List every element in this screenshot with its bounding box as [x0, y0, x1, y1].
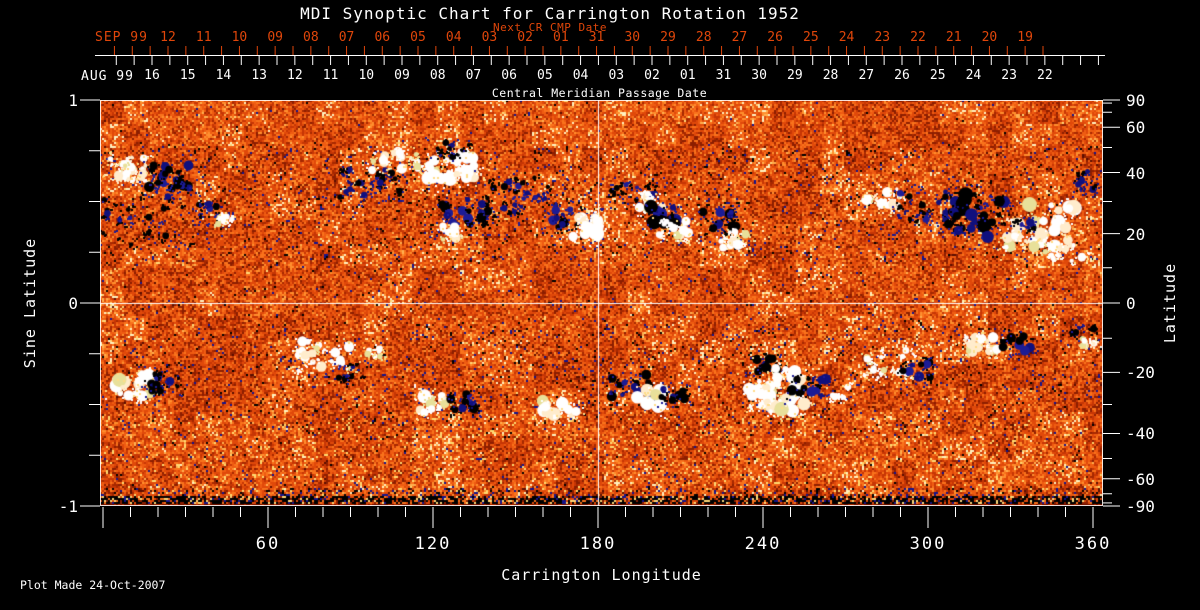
sine-latitude-axis-title: Sine Latitude — [21, 237, 39, 369]
cmp-date-label: 08 — [429, 68, 446, 83]
longitude-tick-label: 180 — [579, 534, 617, 554]
cmp-date-label: 01 — [679, 68, 696, 83]
sine-tick-label: 1 — [68, 91, 78, 110]
cmp-date-label: 23 — [1001, 68, 1017, 83]
cmp-date-label: 09 — [394, 68, 410, 83]
next-cr-date-label: 05 — [410, 30, 426, 45]
cmp-date-label: 07 — [465, 68, 482, 83]
cmp-date-label: 22 — [1037, 68, 1053, 83]
next-cr-date-label: 12 — [160, 30, 176, 45]
longitude-tick-label: 240 — [744, 534, 782, 554]
cmp-date-label: 26 — [894, 68, 910, 83]
sine-tick-label: 0 — [68, 294, 78, 313]
latitude-tick-label: -90 — [1126, 497, 1155, 516]
cmp-date-label: 30 — [751, 68, 767, 83]
cmp-date-label: 28 — [822, 68, 839, 83]
plot-made-date: Plot Made 24-Oct-2007 — [20, 578, 166, 592]
latitude-tick-label: 20 — [1126, 224, 1146, 244]
next-cr-date-label: 24 — [838, 30, 855, 45]
latitude-tick-label: 60 — [1126, 118, 1146, 138]
next-cr-date-label: 02 — [517, 30, 533, 45]
next-cr-date-label: 09 — [267, 30, 283, 45]
chart-title: MDI Synoptic Chart for Carrington Rotati… — [300, 4, 800, 23]
next-cr-date-label: 11 — [195, 30, 212, 45]
next-cr-date-label: 07 — [338, 30, 355, 45]
latitude-tick-label: 90 — [1126, 91, 1146, 110]
cmp-date-label: 03 — [608, 68, 625, 83]
latitude-tick-label: 40 — [1126, 163, 1146, 183]
cmp-date-label: 25 — [929, 68, 946, 83]
next-cr-date-label: 21 — [945, 30, 962, 45]
cmp-date-label: 29 — [787, 68, 803, 83]
cmp-axis-title: Central Meridian Passage Date — [491, 86, 708, 100]
cmp-date-label: 10 — [358, 68, 375, 83]
next-cr-date-label: 28 — [695, 30, 712, 45]
cmp-date-label: 24 — [965, 68, 982, 83]
synoptic-magnetogram-image — [100, 100, 1103, 506]
cmp-date-label: 11 — [322, 68, 339, 83]
next-cr-date-label: 25 — [803, 30, 819, 45]
next-cr-axis-title: Next CR CMP Date — [493, 21, 607, 34]
longitude-tick-label: 300 — [909, 534, 947, 554]
next-cr-date-label: 23 — [874, 30, 891, 45]
next-cr-date-label: 31 — [588, 30, 605, 45]
next-cr-date-label: 10 — [231, 30, 248, 45]
next-cr-date-label: 03 — [481, 30, 498, 45]
latitude-tick-label: -20 — [1126, 363, 1155, 383]
sine-tick-label: -1 — [58, 497, 78, 516]
cmp-date-label: 15 — [179, 68, 196, 83]
next-cr-date-label: 06 — [374, 30, 391, 45]
cmp-date-label: 06 — [501, 68, 517, 83]
next-cr-date-label: 26 — [767, 30, 783, 45]
longitude-tick-label: 60 — [255, 534, 281, 554]
cmp-date-label: 05 — [537, 68, 553, 83]
next-cr-date-label: 29 — [660, 30, 676, 45]
next-cr-date-label: 20 — [981, 30, 998, 45]
cmp-date-label: 13 — [251, 68, 267, 83]
cmp-date-label: 02 — [644, 68, 660, 83]
latitude-axis-title: Latitude — [1161, 262, 1179, 344]
latitude-tick-label: 0 — [1126, 294, 1136, 313]
cmp-date-label: 16 — [144, 68, 160, 83]
carrington-longitude-axis-title: Carrington Longitude — [501, 566, 702, 584]
latitude-tick-label: -60 — [1126, 469, 1155, 489]
next-cr-date-label: 01 — [553, 30, 569, 45]
next-cr-date-label: 30 — [624, 30, 641, 45]
next-cr-date-label: 19 — [1017, 30, 1033, 45]
cmp-date-label: 12 — [287, 68, 303, 83]
next-cr-date-label: 04 — [445, 30, 462, 45]
next-cr-month-label: SEP 99 — [95, 30, 148, 45]
longitude-tick-label: 360 — [1074, 534, 1112, 554]
cmp-date-label: 27 — [858, 68, 875, 83]
next-cr-date-label: 27 — [731, 30, 748, 45]
cmp-month-label: AUG 99 — [81, 69, 134, 84]
longitude-tick-label: 120 — [414, 534, 452, 554]
next-cr-date-label: 08 — [303, 30, 319, 45]
cmp-date-label: 04 — [572, 68, 589, 83]
latitude-tick-label: -40 — [1126, 424, 1155, 444]
cmp-date-label: 31 — [715, 68, 732, 83]
next-cr-date-label: 22 — [910, 30, 926, 45]
cmp-date-label: 14 — [215, 68, 232, 83]
